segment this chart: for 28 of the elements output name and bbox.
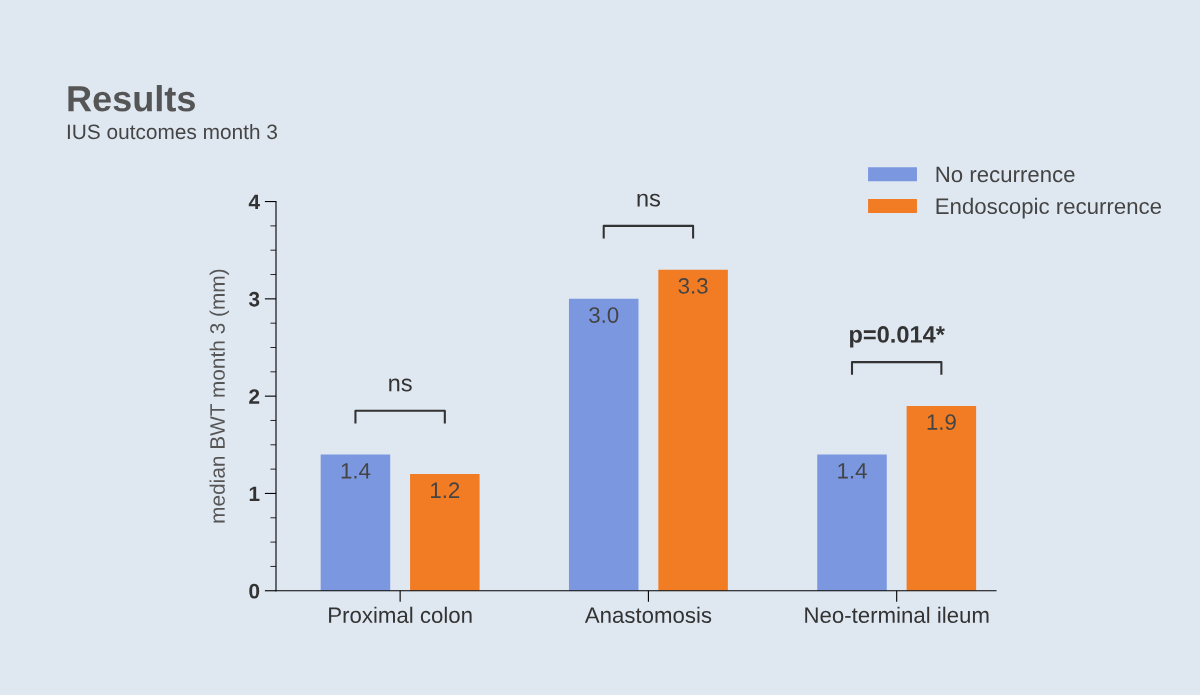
bar [658,269,728,591]
y-tick-label: 0 [249,583,260,599]
y-tick-label: 3 [248,291,260,307]
data-label: 1.4 [838,463,867,479]
chart-title: Results [68,85,195,112]
legend-label: No recurrence [936,166,1075,183]
y-tick-label: 2 [249,389,260,404]
annotation: ns [637,193,661,207]
x-tick-label: Anastomosis [584,606,712,624]
bar [410,473,480,591]
data-label: 1.4 [341,463,371,479]
data-label: 1.9 [927,414,956,430]
x-tick-label: Neo-terminal ileum [805,606,989,624]
chart-subtitle: IUS outcomes month 3 [67,123,277,140]
data-label: 3.3 [678,278,708,294]
data-label: 3.0 [589,307,619,323]
data-label: 1.2 [431,482,460,498]
y-tick-label: 4 [248,194,260,210]
bar [568,298,639,591]
annotation: p=0.014* [850,326,945,348]
bar [906,405,977,591]
x-tick-label: Proximal colon [329,606,472,624]
bar [817,454,887,591]
bar [320,454,391,591]
y-axis-title: median BWT month 3 (mm) [209,269,229,523]
legend-label: Endoscopic recurrence [936,197,1162,219]
y-tick-label: 1 [249,486,260,501]
annotation: ns [389,378,412,392]
